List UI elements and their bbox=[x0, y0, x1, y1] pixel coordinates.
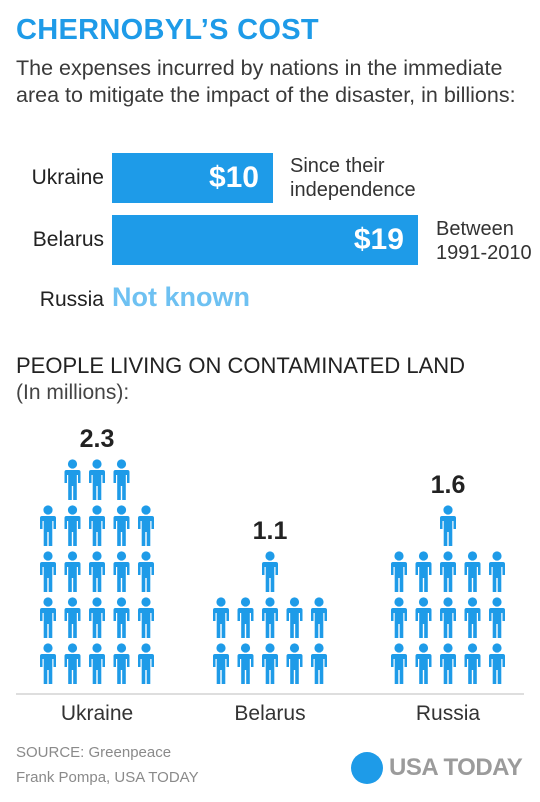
person-icon-ukraine-20 bbox=[64, 459, 81, 500]
usa-today-logo: USA TODAY bbox=[389, 754, 523, 781]
person-icon-ukraine-21 bbox=[89, 459, 105, 500]
person-icon-russia-6 bbox=[415, 597, 432, 638]
page-subtitle: The expenses incurred by nations in the … bbox=[16, 56, 516, 107]
person-icon-belarus-3 bbox=[286, 643, 303, 684]
person-icon-russia-4 bbox=[489, 643, 505, 684]
cost-note-ukraine-line-1: Since their bbox=[290, 155, 385, 177]
cost-bar-label-ukraine: $10 bbox=[208, 161, 259, 194]
person-icon-ukraine-5 bbox=[40, 597, 56, 638]
person-icon-belarus-1 bbox=[237, 643, 254, 684]
person-icon-russia-14 bbox=[489, 551, 505, 592]
cost-note-belarus-line-2: 1991-2010 bbox=[436, 242, 532, 264]
person-icon-russia-7 bbox=[440, 597, 456, 638]
person-icon-ukraine-13 bbox=[113, 551, 130, 592]
cost-unknown-russia: Not known bbox=[112, 282, 250, 312]
person-icon-russia-8 bbox=[464, 597, 481, 638]
cost-note-ukraine-line-2: independence bbox=[290, 179, 416, 201]
person-icon-russia-1 bbox=[415, 643, 432, 684]
person-icon-ukraine-3 bbox=[113, 643, 130, 684]
person-icon-ukraine-1 bbox=[64, 643, 81, 684]
person-icon-ukraine-17 bbox=[89, 505, 105, 546]
person-icon-russia-12 bbox=[440, 551, 456, 592]
person-icon-ukraine-14 bbox=[138, 551, 154, 592]
person-icon-ukraine-6 bbox=[64, 597, 81, 638]
person-icon-ukraine-19 bbox=[138, 505, 154, 546]
person-icon-belarus-2 bbox=[262, 643, 278, 684]
usa-today-logo-dot bbox=[351, 752, 383, 784]
person-icon-belarus-4 bbox=[311, 643, 327, 684]
person-icon-ukraine-7 bbox=[89, 597, 105, 638]
cost-note-ukraine: Since their independence bbox=[290, 154, 416, 202]
cost-bar-belarus: $19 bbox=[112, 215, 418, 265]
person-icon-ukraine-9 bbox=[138, 597, 154, 638]
cost-bar-label-belarus: $19 bbox=[353, 223, 404, 256]
person-icon-russia-13 bbox=[464, 551, 481, 592]
person-icon-ukraine-2 bbox=[89, 643, 105, 684]
cost-note-belarus-line-1: Between bbox=[436, 218, 514, 240]
source-note: SOURCE: Greenpeace bbox=[16, 744, 172, 761]
category-label-ukraine: Ukraine bbox=[61, 702, 133, 725]
value-label-russia: 1.6 bbox=[431, 471, 466, 499]
value-label-ukraine: 2.3 bbox=[80, 425, 115, 453]
person-icon-russia-15 bbox=[440, 505, 456, 546]
page-title: CHERNOBYL’S COST bbox=[16, 14, 319, 46]
person-icon-belarus-7 bbox=[262, 597, 278, 638]
cost-country-russia: Russia bbox=[39, 288, 104, 311]
person-icon-ukraine-16 bbox=[64, 505, 81, 546]
person-icon-russia-0 bbox=[391, 643, 407, 684]
person-icon-ukraine-10 bbox=[40, 551, 56, 592]
person-icon-ukraine-4 bbox=[138, 643, 154, 684]
person-icon-ukraine-15 bbox=[40, 505, 56, 546]
people-section-title: PEOPLE LIVING ON CONTAMINATED LAND bbox=[16, 353, 466, 378]
person-icon-belarus-8 bbox=[286, 597, 303, 638]
value-label-belarus: 1.1 bbox=[253, 517, 288, 545]
person-icon-russia-10 bbox=[391, 551, 407, 592]
person-icon-belarus-5 bbox=[213, 597, 229, 638]
person-icon-ukraine-22 bbox=[113, 459, 130, 500]
cost-note-belarus: Between 1991-2010 bbox=[436, 217, 532, 265]
person-icon-ukraine-8 bbox=[113, 597, 130, 638]
person-icon-ukraine-0 bbox=[40, 643, 56, 684]
people-section-subtitle: (In millions): bbox=[16, 381, 130, 404]
person-icon-belarus-6 bbox=[237, 597, 254, 638]
person-icon-belarus-10 bbox=[262, 551, 278, 592]
category-label-russia: Russia bbox=[416, 702, 481, 725]
person-icon-ukraine-18 bbox=[113, 505, 130, 546]
cost-country-ukraine: Ukraine bbox=[31, 166, 104, 189]
cost-bar-ukraine: $10 bbox=[112, 153, 273, 203]
cost-country-belarus: Belarus bbox=[32, 228, 104, 251]
person-icon-russia-9 bbox=[489, 597, 505, 638]
credit-note: Frank Pompa, USA TODAY bbox=[16, 769, 199, 786]
person-icon-belarus-0 bbox=[213, 643, 229, 684]
person-icon-russia-11 bbox=[415, 551, 432, 592]
person-icon-ukraine-11 bbox=[64, 551, 81, 592]
person-icon-russia-2 bbox=[440, 643, 456, 684]
category-label-belarus: Belarus bbox=[234, 702, 305, 725]
person-icon-russia-3 bbox=[464, 643, 481, 684]
person-icon-belarus-9 bbox=[311, 597, 327, 638]
person-icon-russia-5 bbox=[391, 597, 407, 638]
person-icon-ukraine-12 bbox=[89, 551, 105, 592]
